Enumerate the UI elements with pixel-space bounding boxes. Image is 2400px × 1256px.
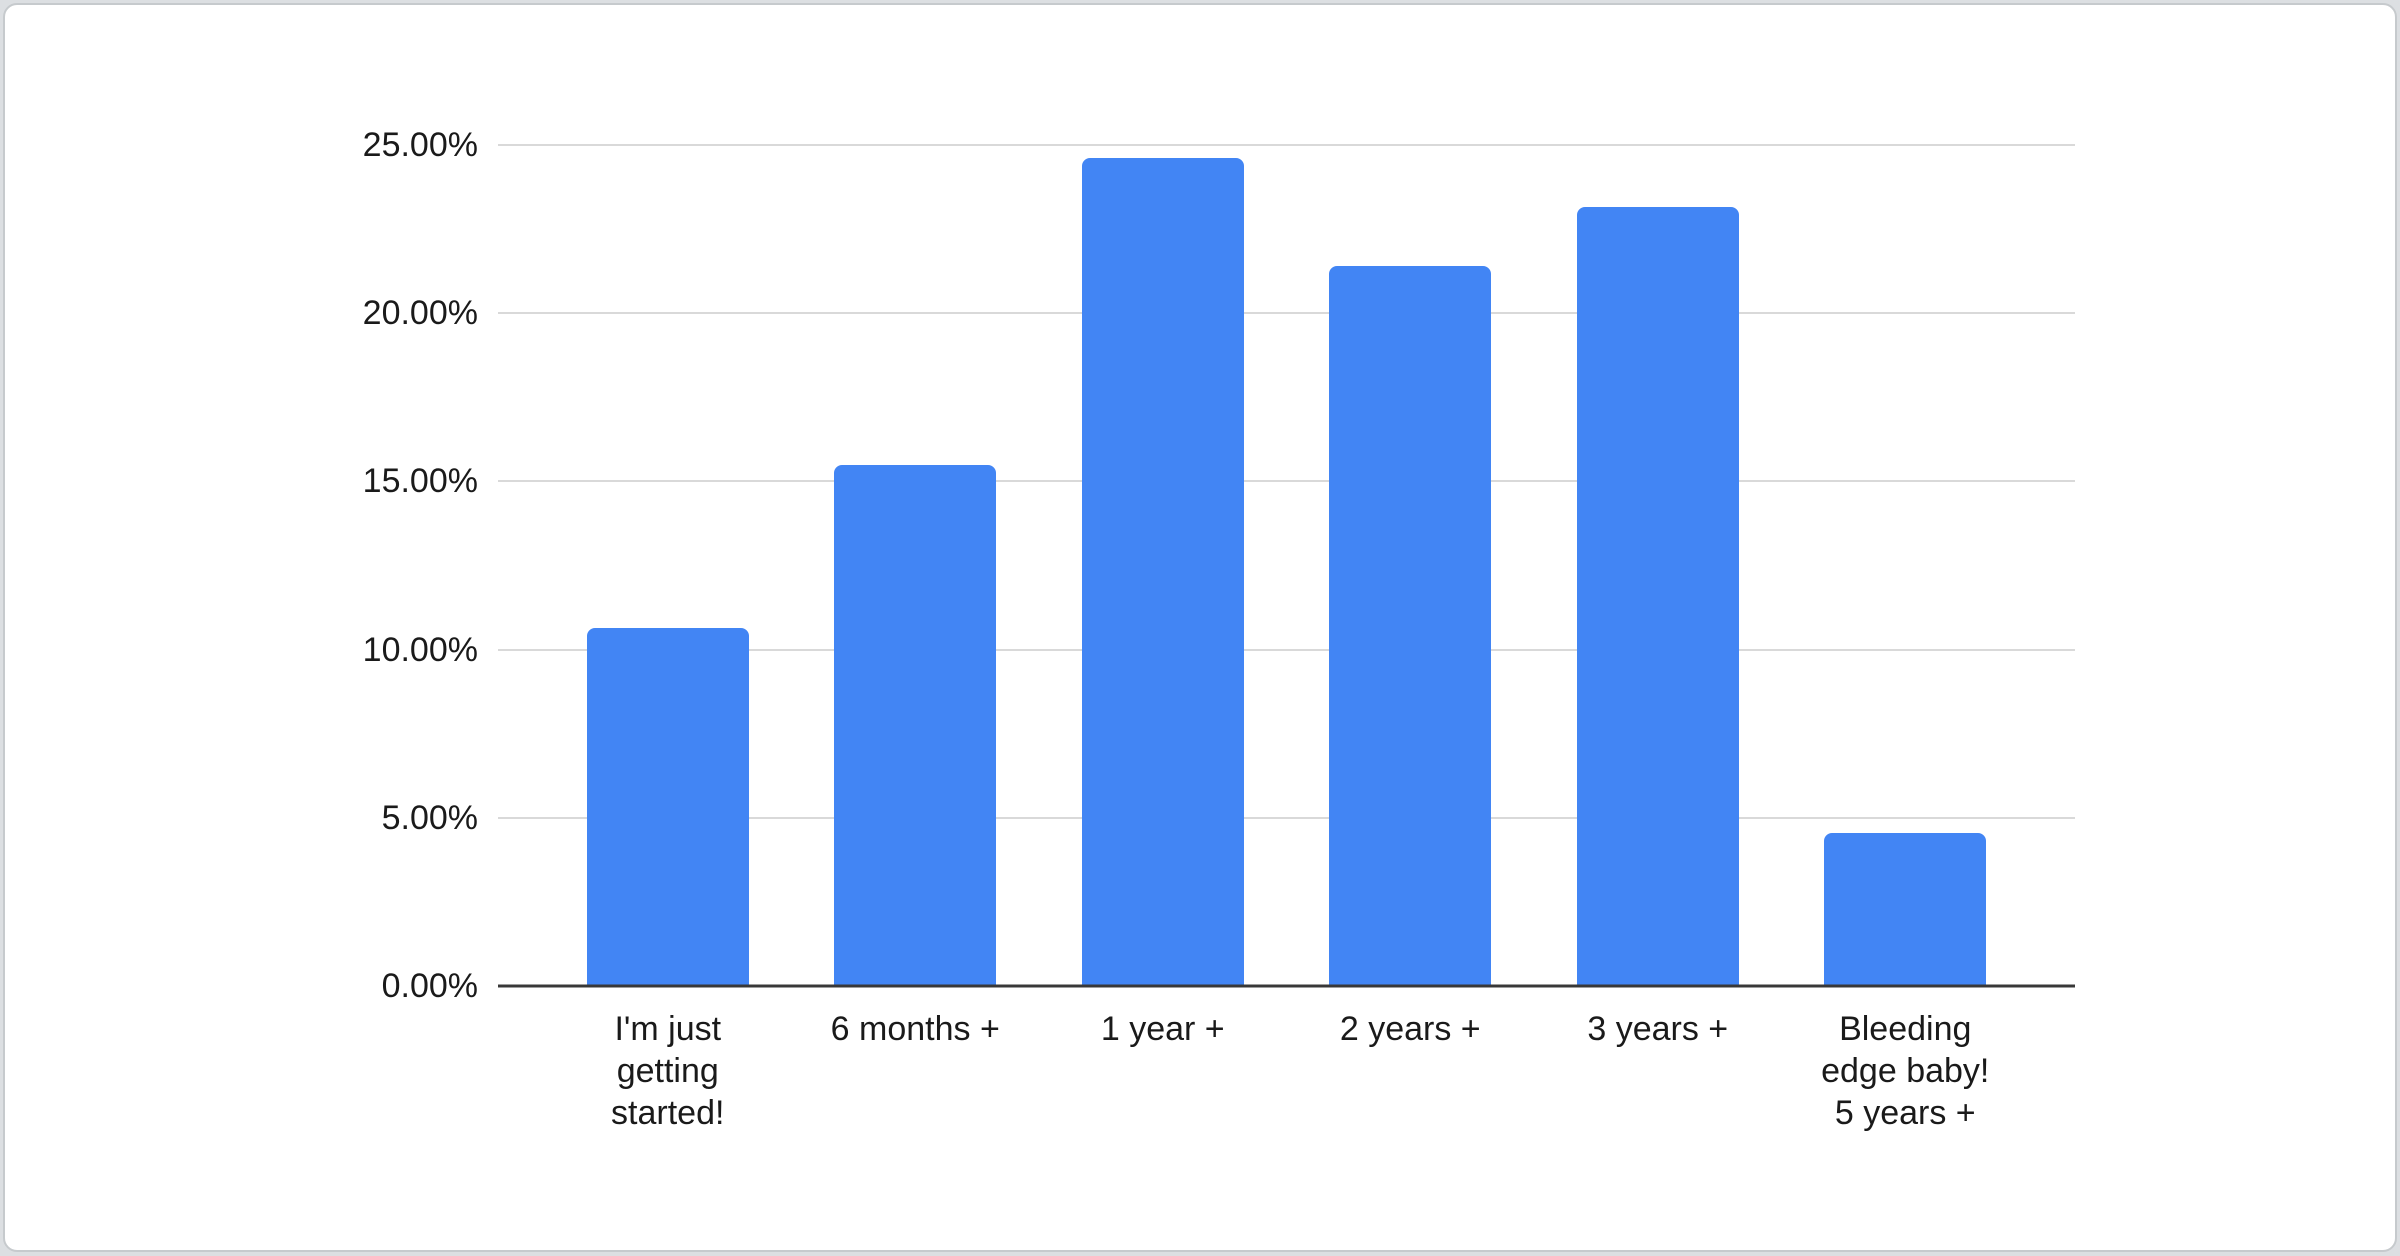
y-tick-label: 10.00% [362,630,478,669]
bar-3 [1081,158,1244,986]
bar-5 [1576,207,1739,986]
bar-slot [792,145,1040,986]
y-tick-label: 15.00% [362,462,478,501]
y-tick-label: 0.00% [381,967,478,1005]
x-category-label: 3 years + [1587,1010,1729,1048]
bar-slot [1039,145,1287,986]
y-tick-label: 20.00% [362,294,478,333]
gridline [498,312,2075,315]
x-category-label: 2 years + [1339,1010,1481,1048]
chart-card: 0.00% 5.00% 10.00% 15.00% 20.00% 25.00% I'm j… [3,3,2397,1252]
x-axis-baseline [498,984,2075,988]
bar-1 [586,627,749,986]
bar-2 [834,464,997,986]
bar-4 [1329,266,1492,986]
gridline [498,648,2075,651]
x-axis-labels: I'm just getting started! 6 months + 1 yea… [544,1008,2029,1134]
x-category-label: Bleeding edge baby! 5 years + [1821,1010,1990,1132]
gridline [498,144,2075,146]
y-tick-label: 5.00% [381,798,478,837]
bar-slot [1534,145,1782,986]
y-tick-label: 25.00% [362,126,478,164]
bar-slot [1782,145,2030,986]
y-axis-labels: 0.00% 5.00% 10.00% 15.00% 20.00% 25.00% [5,128,478,1003]
x-category-label: 6 months + [830,1010,1000,1048]
gridline [498,816,2075,819]
bar-slot [1287,145,1535,986]
bar-slot [544,145,792,986]
x-category-label: 1 year + [1100,1010,1225,1048]
bar-6 [1824,832,1987,986]
bar-series [544,145,2029,986]
x-category-label: I'm just getting started! [611,1010,725,1132]
gridline [498,480,2075,483]
bar-chart-plot-area [498,144,2075,988]
